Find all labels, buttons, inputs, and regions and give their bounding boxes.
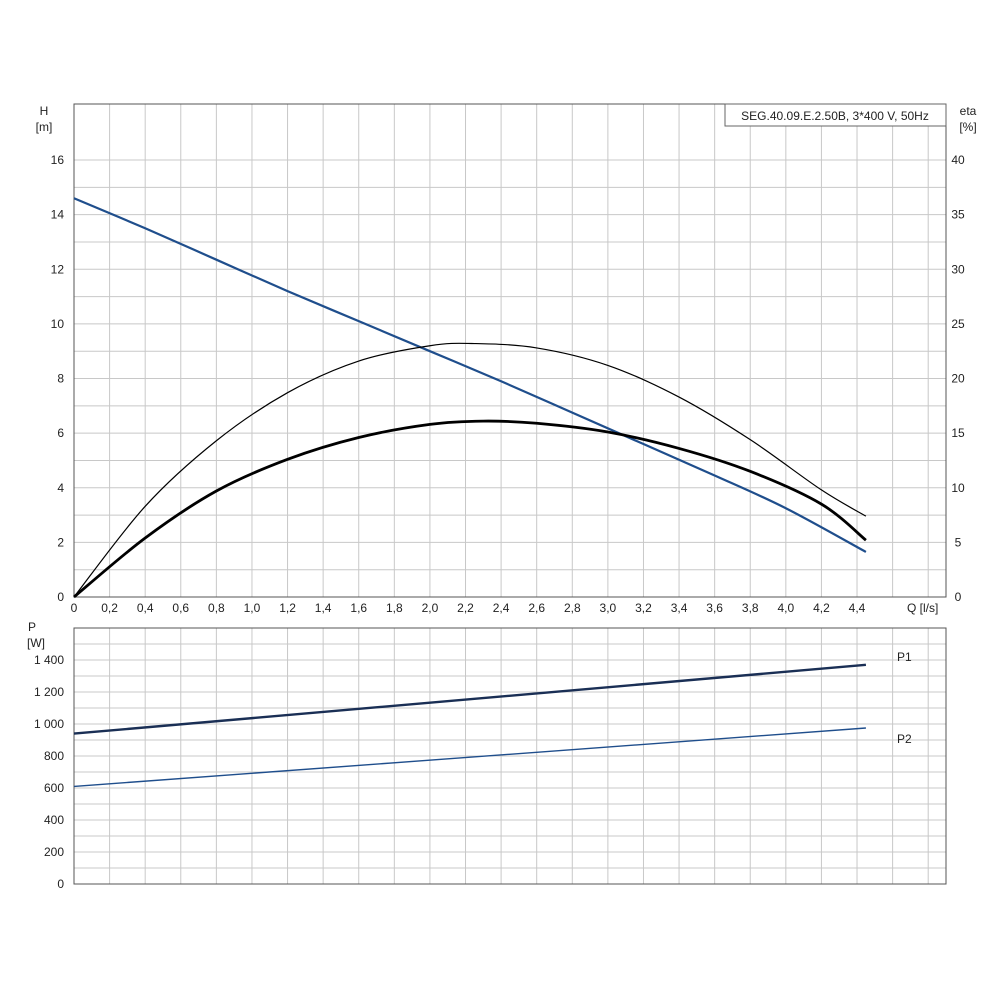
power-line-p2 xyxy=(73,727,866,788)
y2-tick-label: 5 xyxy=(955,535,962,549)
bottom-plot-frame xyxy=(73,627,947,885)
x-tick-label: 3,2 xyxy=(635,601,652,615)
y-tick-label: 6 xyxy=(57,426,64,440)
y-tick-label: 2 xyxy=(57,535,64,549)
y2-tick-label: 10 xyxy=(951,481,965,495)
y2-tick-label: 20 xyxy=(951,372,965,386)
x-tick-label: 4,2 xyxy=(813,601,830,615)
y-tick-label: 8 xyxy=(57,372,64,386)
x-tick-label: 0 xyxy=(71,601,78,615)
x-tick-label: 0,4 xyxy=(137,601,154,615)
p-tick-label: 800 xyxy=(44,749,64,763)
y-axis-label-h: H xyxy=(40,104,49,118)
y-tick-label: 4 xyxy=(57,481,64,495)
y2-tick-label: 35 xyxy=(951,208,965,222)
x-tick-label: 2,8 xyxy=(564,601,581,615)
title-box xyxy=(724,103,947,127)
x-tick-label: 0,8 xyxy=(208,601,225,615)
efficiency-curve-thin xyxy=(73,342,867,598)
x-tick-label: 2,6 xyxy=(528,601,545,615)
y2-tick-label: 30 xyxy=(951,262,965,276)
y-tick-label: 12 xyxy=(51,262,65,276)
bottom-grid xyxy=(73,628,946,885)
p-tick-label: 400 xyxy=(44,813,64,827)
p-tick-label: 1 400 xyxy=(34,653,64,667)
x-tick-label: 3,0 xyxy=(600,601,617,615)
x-tick-label: 2,4 xyxy=(493,601,510,615)
y-tick-label: 0 xyxy=(57,590,64,604)
p-tick-label: 1 000 xyxy=(34,717,64,731)
x-tick-label: 3,8 xyxy=(742,601,759,615)
x-tick-label: 2,0 xyxy=(422,601,439,615)
y-tick-label: 10 xyxy=(51,317,65,331)
head-efficiency-panel: 0 0,2 0,4 0,6 0,8 1,0 1,2 1,4 1,6 1,8 2,0 2,2 2,4 2,6… xyxy=(36,103,977,615)
y2-axis-unit-percent: [%] xyxy=(959,120,976,134)
y-tick-label: 16 xyxy=(51,153,65,167)
x-axis-label: Q [l/s] xyxy=(907,601,938,615)
x-tick-label: 1,0 xyxy=(244,601,261,615)
x-tick-label: 4,0 xyxy=(777,601,794,615)
x-tick-label: 2,2 xyxy=(457,601,474,615)
top-series-group xyxy=(73,197,867,599)
p-tick-label: 600 xyxy=(44,781,64,795)
chart-title: SEG.40.09.E.2.50B, 3*400 V, 50Hz xyxy=(741,109,929,123)
series-label-p2: P2 xyxy=(897,732,912,746)
top-tick-labels: 0 0,2 0,4 0,6 0,8 1,0 1,2 1,4 1,6 1,8 2,0 2,2 2,4 2,6… xyxy=(51,153,965,615)
p-tick-label: 0 xyxy=(57,877,64,891)
y2-tick-label: 40 xyxy=(951,153,965,167)
y-axis-unit-m: [m] xyxy=(36,120,53,134)
y2-tick-label: 0 xyxy=(955,590,962,604)
p-tick-label: 200 xyxy=(44,845,64,859)
power-panel: P1 P2 0 200 400 600 800 1 000 1 200 1 400 P [W] xyxy=(27,620,947,891)
series-label-p1: P1 xyxy=(897,650,912,664)
p-tick-label: 1 200 xyxy=(34,685,64,699)
x-tick-label: 0,6 xyxy=(172,601,189,615)
x-tick-label: 1,8 xyxy=(386,601,403,615)
x-tick-label: 1,4 xyxy=(315,601,332,615)
x-tick-label: 0,2 xyxy=(101,601,118,615)
bottom-tick-labels: 0 200 400 600 800 1 000 1 200 1 400 xyxy=(34,653,64,891)
y-axis-unit-w: [W] xyxy=(27,636,45,650)
x-tick-label: 1,2 xyxy=(279,601,296,615)
top-plot-frame xyxy=(73,103,947,598)
x-tick-label: 4,4 xyxy=(849,601,866,615)
head-curve xyxy=(73,197,867,553)
y-tick-label: 14 xyxy=(51,208,65,222)
y2-axis-label-eta: eta xyxy=(960,104,977,118)
power-line-p1 xyxy=(73,663,867,735)
y2-tick-label: 25 xyxy=(951,317,965,331)
x-tick-label: 3,4 xyxy=(671,601,688,615)
x-tick-label: 3,6 xyxy=(706,601,723,615)
efficiency-curve-thick xyxy=(73,419,867,599)
x-tick-label: 1,6 xyxy=(350,601,367,615)
y-axis-label-p: P xyxy=(28,620,36,634)
bottom-series-group: P1 P2 xyxy=(73,650,912,788)
y2-tick-label: 15 xyxy=(951,426,965,440)
